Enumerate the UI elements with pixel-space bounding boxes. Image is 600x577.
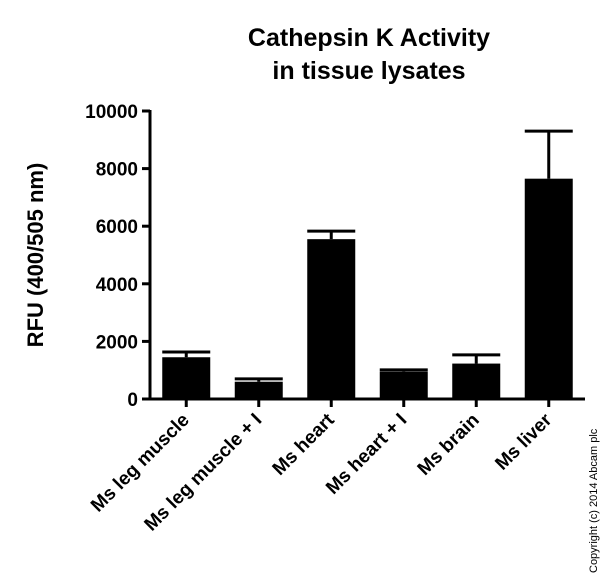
error-bars [162,129,573,382]
y-axis-label: RFU (400/505 nm) [23,163,48,348]
bars [162,178,573,399]
x-tick-label: Ms heart [269,409,340,480]
bar [379,371,428,399]
bar [524,178,573,399]
bar [307,239,356,399]
axes [148,110,585,401]
bar [452,363,501,399]
chart-title-line-2: in tissue lysates [272,57,465,85]
bar [162,357,211,399]
y-tick-label: 4000 [96,275,138,296]
y-tick-label: 2000 [96,332,138,353]
y-tick-label: 10000 [85,102,138,123]
y-ticks: 0 2000 4000 6000 8000 10000 [85,102,150,411]
chart-title-line-1: Cathepsin K Activity [248,24,490,52]
bar [234,381,283,399]
x-tick-label: Ms brain [414,410,484,480]
copyright-notice: Copyright (c) 2014 Abcam plc [588,428,600,573]
y-tick-label: 6000 [96,217,138,238]
y-tick-label: 0 [127,390,138,411]
y-tick-label: 8000 [96,160,138,181]
x-tick-label: Ms liver [491,409,556,474]
